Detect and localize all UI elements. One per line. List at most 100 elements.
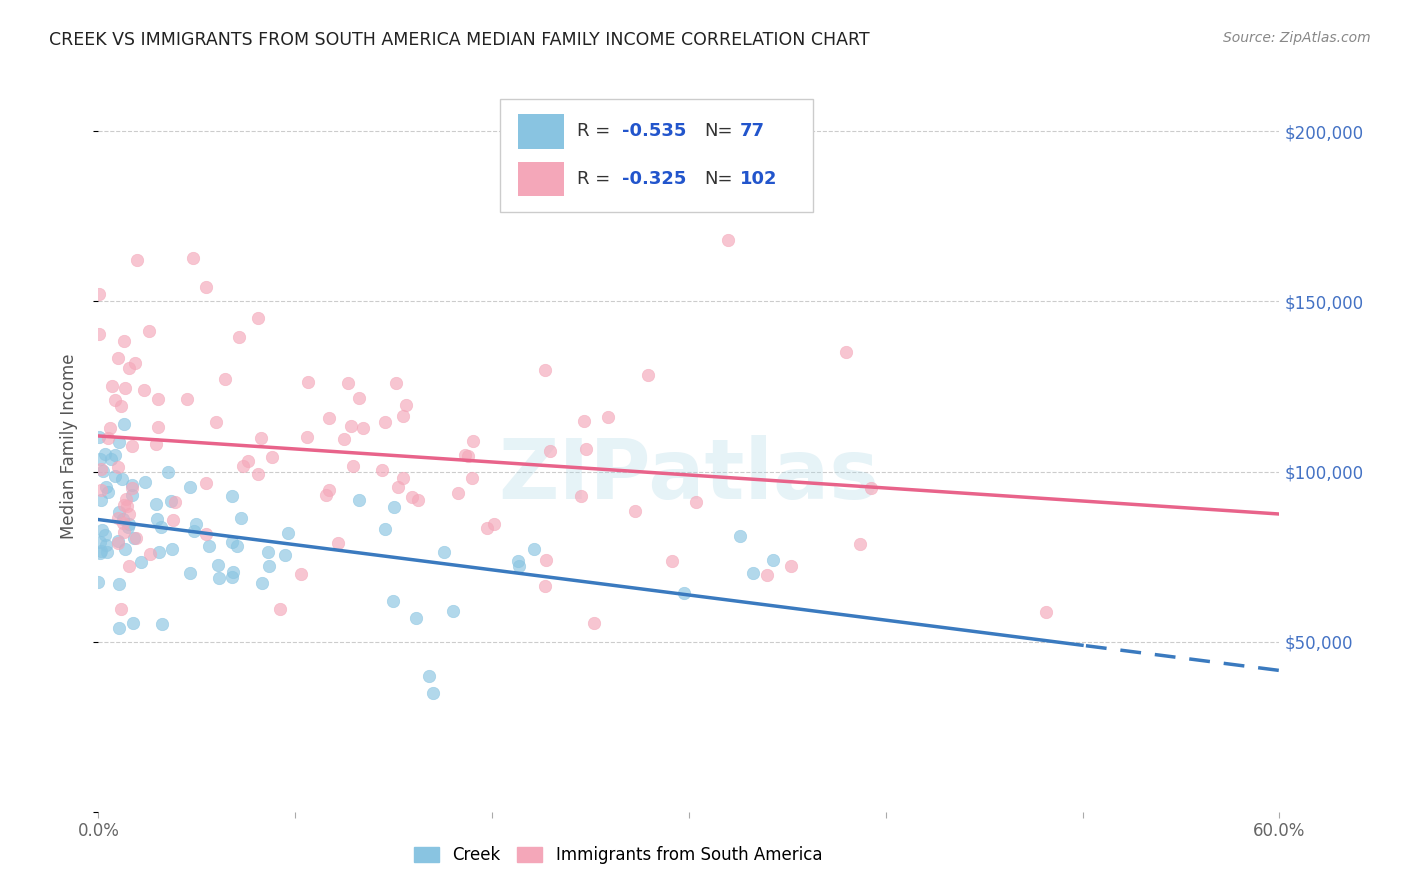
Point xyxy=(508,559,530,574)
Point xyxy=(269,602,291,616)
Point xyxy=(506,554,529,568)
Point xyxy=(107,536,129,550)
Point xyxy=(339,419,361,434)
Point xyxy=(859,481,882,495)
Point xyxy=(277,526,299,541)
Point xyxy=(779,558,801,573)
Point xyxy=(198,539,221,553)
Point xyxy=(336,376,359,390)
Point xyxy=(835,345,858,359)
Point xyxy=(107,351,129,366)
Point xyxy=(114,541,136,556)
Point xyxy=(371,463,394,477)
Point xyxy=(121,439,143,453)
Point xyxy=(97,431,120,445)
Point xyxy=(107,459,129,474)
FancyBboxPatch shape xyxy=(517,161,564,196)
Point xyxy=(195,280,218,294)
Point xyxy=(461,471,484,485)
Text: R =: R = xyxy=(576,170,616,188)
Point xyxy=(208,571,231,585)
Point xyxy=(596,410,619,425)
Point xyxy=(741,566,763,580)
Point xyxy=(115,491,138,506)
Point xyxy=(260,450,283,464)
Point xyxy=(91,523,114,537)
Point xyxy=(538,444,561,458)
Point xyxy=(96,479,118,493)
Point xyxy=(138,324,160,338)
Point xyxy=(447,486,470,500)
Point xyxy=(112,498,135,512)
Point xyxy=(569,489,592,503)
Point xyxy=(104,393,127,408)
Point xyxy=(160,541,183,556)
Point xyxy=(637,368,659,382)
Text: Source: ZipAtlas.com: Source: ZipAtlas.com xyxy=(1223,31,1371,45)
Point xyxy=(121,478,143,492)
Point xyxy=(186,517,208,532)
Point xyxy=(122,531,145,545)
Point xyxy=(117,520,139,534)
Point xyxy=(101,378,124,392)
Point xyxy=(112,524,135,539)
Point xyxy=(246,310,269,325)
FancyBboxPatch shape xyxy=(501,99,813,212)
Point xyxy=(1035,605,1057,619)
Point xyxy=(661,554,683,568)
Point xyxy=(382,500,405,514)
Point xyxy=(453,449,475,463)
Point xyxy=(183,251,205,265)
Point xyxy=(297,375,319,389)
Point xyxy=(762,553,785,567)
Point xyxy=(87,287,110,301)
Point xyxy=(387,480,409,494)
Point xyxy=(482,516,505,531)
Point xyxy=(93,528,115,542)
Point xyxy=(205,415,228,429)
Point xyxy=(226,540,249,554)
Point xyxy=(730,529,752,543)
Point xyxy=(395,398,418,412)
Point xyxy=(90,462,112,476)
Point xyxy=(214,372,236,386)
Point xyxy=(232,459,254,474)
Point xyxy=(347,492,370,507)
Point xyxy=(257,559,280,574)
Text: N=: N= xyxy=(704,170,733,188)
Text: -0.325: -0.325 xyxy=(621,170,686,188)
Point xyxy=(475,521,498,535)
Point xyxy=(318,483,340,497)
Point xyxy=(274,548,297,562)
Text: R =: R = xyxy=(576,122,616,140)
Point xyxy=(405,611,427,625)
Point xyxy=(112,417,135,432)
Point xyxy=(160,494,183,508)
Point xyxy=(418,669,440,683)
Point xyxy=(107,511,129,525)
Point xyxy=(90,493,112,508)
Point xyxy=(685,495,707,509)
Point xyxy=(112,516,135,531)
Point xyxy=(315,488,337,502)
Point xyxy=(107,435,129,450)
Point xyxy=(104,449,127,463)
Point xyxy=(118,516,141,531)
Point xyxy=(117,500,139,514)
Point xyxy=(125,252,148,267)
Point xyxy=(257,545,280,559)
Text: -0.535: -0.535 xyxy=(621,122,686,140)
Point xyxy=(150,616,173,631)
Point xyxy=(238,454,260,468)
Point xyxy=(374,415,396,429)
Point xyxy=(163,495,186,509)
Point xyxy=(156,465,179,479)
Point xyxy=(207,558,229,572)
Point xyxy=(134,383,156,397)
Point xyxy=(162,513,184,527)
Point xyxy=(582,615,605,630)
Legend: Creek, Immigrants from South America: Creek, Immigrants from South America xyxy=(409,841,827,869)
Point xyxy=(433,545,456,559)
Point xyxy=(107,577,129,591)
Point xyxy=(98,421,121,435)
